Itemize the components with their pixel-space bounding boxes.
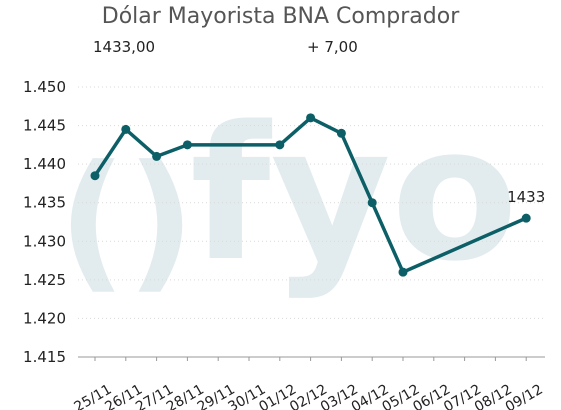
data-point bbox=[336, 128, 346, 138]
watermark-paren: () bbox=[58, 134, 195, 308]
data-point bbox=[152, 151, 162, 161]
y-tick-label: 1.430 bbox=[23, 232, 66, 250]
price-change: + 7,00 bbox=[307, 38, 358, 56]
y-tick-label: 1.440 bbox=[23, 155, 66, 173]
chart-title: Dólar Mayorista BNA Comprador bbox=[101, 4, 460, 29]
y-tick-label: 1.415 bbox=[23, 348, 66, 366]
y-tick-label: 1.420 bbox=[23, 309, 66, 327]
current-price: 1433,00 bbox=[93, 38, 156, 56]
y-tick-label: 1.450 bbox=[23, 78, 66, 96]
y-tick-label: 1.435 bbox=[23, 194, 66, 212]
data-point bbox=[90, 171, 100, 181]
data-point bbox=[275, 140, 285, 150]
y-tick-label: 1.425 bbox=[23, 271, 66, 289]
data-point bbox=[121, 124, 131, 134]
data-point bbox=[367, 198, 377, 208]
data-point bbox=[521, 213, 531, 223]
data-point bbox=[398, 267, 408, 277]
y-tick-label: 1.445 bbox=[23, 117, 66, 135]
data-point bbox=[182, 140, 192, 150]
data-point bbox=[306, 113, 316, 123]
last-value-label: 1433 bbox=[507, 188, 545, 206]
series-line bbox=[93, 116, 527, 274]
watermark-logo: fyo bbox=[190, 86, 518, 302]
